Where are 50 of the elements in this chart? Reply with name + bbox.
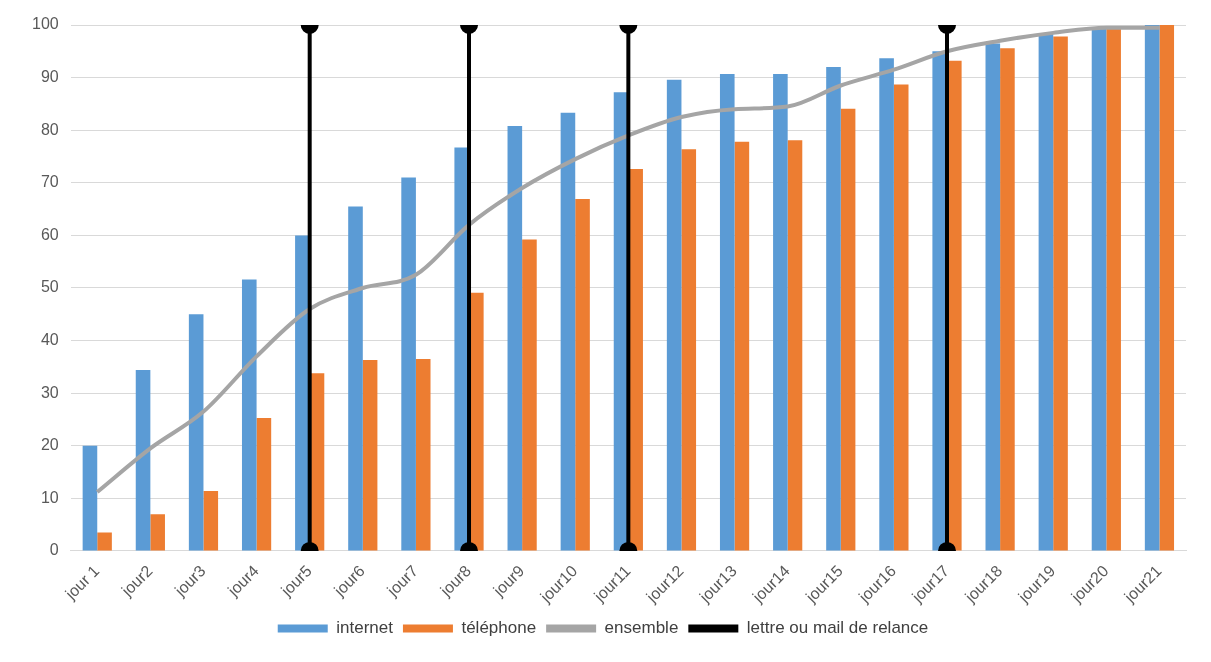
bar xyxy=(734,141,750,551)
legend-label: internet xyxy=(336,618,394,638)
y-tick-label: 40 xyxy=(40,330,59,348)
bar xyxy=(1106,28,1121,551)
bar xyxy=(150,514,165,551)
bar xyxy=(1144,25,1160,551)
bar xyxy=(666,79,682,551)
bar xyxy=(348,206,363,551)
bar xyxy=(1159,25,1175,551)
y-tick-label: 60 xyxy=(40,225,59,243)
bar xyxy=(1091,27,1107,551)
y-tick-label: 20 xyxy=(40,436,59,454)
legend-label: lettre ou mail de relance xyxy=(746,618,929,638)
bar xyxy=(826,67,841,551)
line-series xyxy=(95,25,1162,495)
legend-label: téléphone xyxy=(461,618,537,638)
bar xyxy=(879,58,894,551)
bar xyxy=(1053,36,1068,551)
bar xyxy=(893,84,909,551)
y-tick-label: 50 xyxy=(40,278,59,296)
bar xyxy=(415,358,431,551)
bar xyxy=(82,445,98,551)
y-tick-label: 10 xyxy=(40,488,59,506)
bar xyxy=(773,73,788,551)
bar xyxy=(522,239,537,551)
y-tick-label: 30 xyxy=(40,383,59,401)
y-tick-label: 80 xyxy=(40,120,59,138)
legend-label: ensemble xyxy=(604,618,679,638)
y-tick-label: 100 xyxy=(31,15,59,33)
bar xyxy=(985,43,1001,551)
bar xyxy=(203,491,219,551)
bar xyxy=(719,73,735,551)
bar xyxy=(188,314,204,551)
bar xyxy=(401,177,416,551)
bar xyxy=(681,149,697,551)
bar xyxy=(560,112,576,551)
bar xyxy=(787,140,803,551)
bar xyxy=(840,108,856,551)
y-tick-label: 70 xyxy=(40,173,59,191)
bar xyxy=(575,199,590,551)
y-tick-label: 0 xyxy=(49,541,59,559)
bar xyxy=(135,370,151,551)
bar xyxy=(97,532,112,551)
bar xyxy=(362,360,378,551)
bar xyxy=(1038,33,1054,551)
bar xyxy=(1000,48,1015,551)
bar xyxy=(256,417,272,551)
bar xyxy=(507,125,523,551)
bar xyxy=(241,279,257,551)
y-tick-label: 90 xyxy=(40,68,59,85)
